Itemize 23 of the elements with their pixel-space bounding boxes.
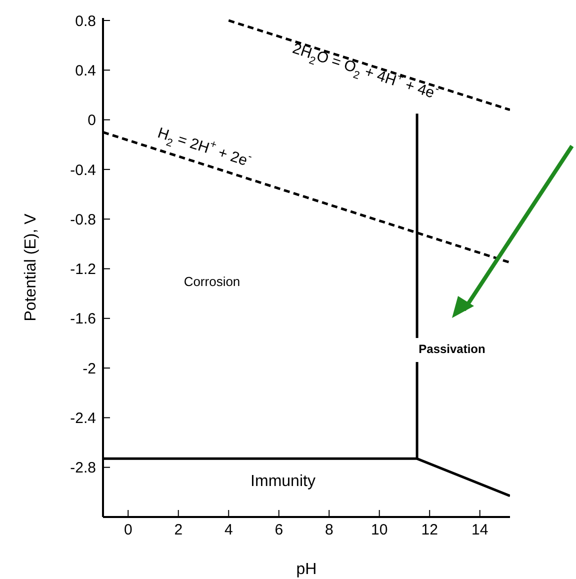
y-tick-label: -0.8 <box>70 211 96 228</box>
y-tick-label: 0 <box>88 112 96 130</box>
annotation: Corrosion <box>184 274 240 290</box>
y-tick-label: -1.6 <box>70 310 96 328</box>
y-tick-label: 0.4 <box>75 62 96 80</box>
x-tick-label: 0 <box>124 522 132 539</box>
x-tick-label: 8 <box>324 522 334 539</box>
x-tick-label: 2 <box>174 522 183 539</box>
x-tick-label: 4 <box>224 522 233 539</box>
y-tick-label: 0.8 <box>75 12 96 30</box>
y-tick-label: -2 <box>82 360 96 378</box>
x-tick-label: 6 <box>274 522 284 539</box>
y-tick-label: -2.8 <box>70 460 96 477</box>
y-tick-label: -1.2 <box>70 261 96 278</box>
x-tick-label: 12 <box>421 522 438 539</box>
x-tick-label: 14 <box>472 522 488 539</box>
y-tick-label: -2.4 <box>70 410 96 428</box>
x-axis-title: pH <box>296 561 317 578</box>
y-tick-label: -0.4 <box>70 162 96 179</box>
annotation: Passivation <box>418 342 486 356</box>
annotation: Immunity <box>250 473 316 490</box>
x-tick-label: 10 <box>371 522 388 539</box>
y-axis-title: Potential (E), V <box>22 213 40 322</box>
